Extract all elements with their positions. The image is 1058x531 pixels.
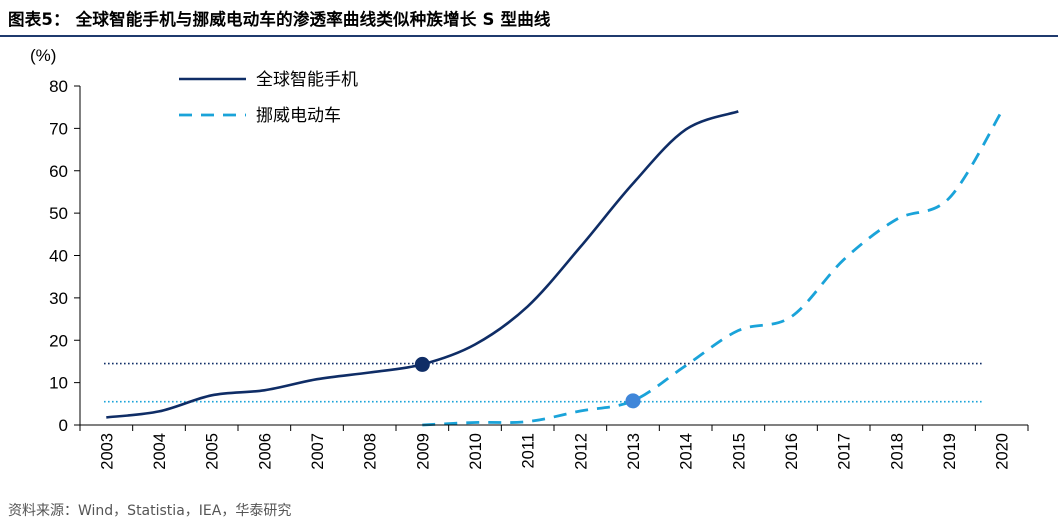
x-tick-label: 2017 — [836, 433, 854, 470]
y-tick-label: 50 — [49, 204, 68, 223]
x-tick-label: 2020 — [994, 433, 1012, 470]
x-tick-label: 2009 — [414, 433, 432, 470]
x-tick-label: 2018 — [888, 433, 906, 470]
series-line-smartphone — [106, 110, 739, 419]
y-tick-label: 10 — [49, 374, 68, 393]
x-tick-label: 2006 — [256, 433, 274, 470]
x-tick-label: 2008 — [362, 433, 380, 470]
y-tick-label: 80 — [49, 77, 68, 96]
x-tick-label: 2019 — [941, 433, 959, 470]
y-tick-label: 30 — [49, 289, 68, 308]
x-tick-label: 2004 — [151, 433, 169, 470]
marker-smartphone-2009 — [414, 356, 430, 372]
y-tick-label: 40 — [49, 247, 68, 266]
title-divider — [0, 35, 1058, 37]
figure-title: 图表5： 全球智能手机与挪威电动车的渗透率曲线类似种族增长 S 型曲线 — [8, 10, 551, 29]
x-tick-label: 2003 — [98, 433, 116, 470]
x-tick-label: 2010 — [467, 433, 485, 470]
x-tick-label: 2012 — [572, 433, 590, 470]
marker-ev-2013 — [625, 393, 641, 409]
x-tick-label: 2005 — [204, 433, 222, 470]
axes: 0 10 20 30 40 50 60 70 80 2003 2004 2005 2006 2007 200… — [49, 77, 1029, 470]
x-tick-label: 2016 — [783, 433, 801, 470]
markers-layer — [414, 356, 641, 409]
y-axis-unit-label: (%) — [30, 46, 56, 65]
x-tick-label: 2011 — [520, 433, 538, 468]
series-layer — [106, 110, 1003, 427]
legend-label: 全球智能手机 — [256, 70, 358, 90]
y-tick-label: 70 — [49, 119, 68, 138]
series-line-ev — [422, 110, 1003, 427]
x-tick-label: 2007 — [309, 433, 327, 470]
y-tick-label: 60 — [49, 162, 68, 181]
y-tick-label: 0 — [59, 416, 68, 435]
legend-label: 挪威电动车 — [256, 106, 341, 126]
source-note: 资料来源：Wind，Statistia，IEA，华泰研究 — [8, 503, 292, 519]
x-tick-label: 2015 — [730, 433, 748, 470]
x-tick-label: 2014 — [678, 433, 696, 470]
reference-lines — [104, 362, 983, 403]
x-tick-label: 2013 — [625, 433, 643, 470]
y-tick-label: 20 — [49, 331, 68, 350]
